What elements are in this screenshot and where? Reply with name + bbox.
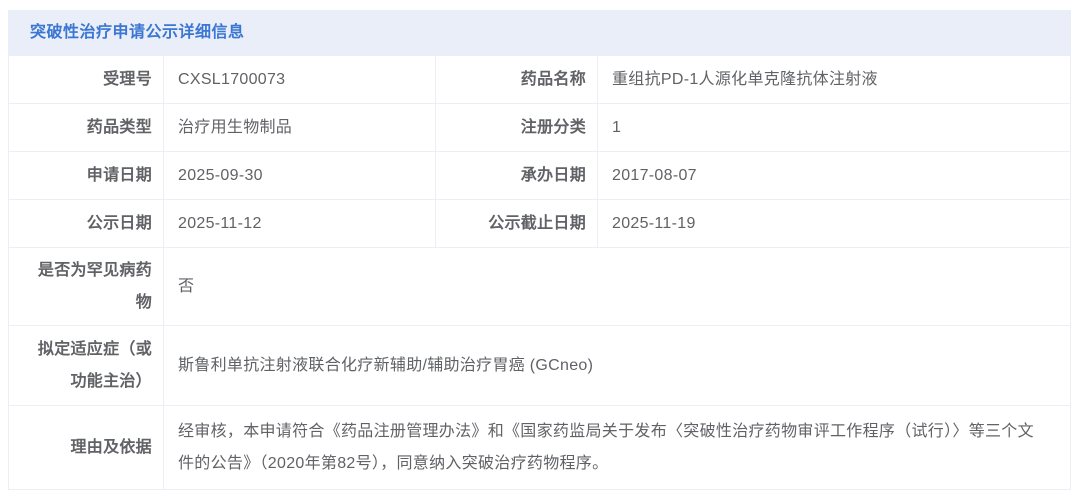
table-row: 药品类型 治疗用生物制品 注册分类 1 xyxy=(8,103,1071,152)
field-label-drug-type: 药品类型 xyxy=(8,103,164,152)
table-row: 拟定适应症（或功能主治） 斯鲁利单抗注射液联合化疗新辅助/辅助治疗胃癌 (GCn… xyxy=(8,325,1071,406)
field-label-drug-name: 药品名称 xyxy=(435,55,598,104)
field-label-publicity-date: 公示日期 xyxy=(8,199,164,248)
detail-table: 受理号 CXSL1700073 药品名称 重组抗PD-1人源化单克隆抗体注射液 … xyxy=(8,55,1071,490)
field-label-application-date: 申请日期 xyxy=(8,151,164,200)
field-label-reason-basis: 理由及依据 xyxy=(8,405,164,490)
detail-panel: 突破性治疗申请公示详细信息 受理号 CXSL1700073 药品名称 重组抗PD… xyxy=(8,10,1071,490)
field-value-undertaking-date: 2017-08-07 xyxy=(597,151,1071,200)
field-value-proposed-indication: 斯鲁利单抗注射液联合化疗新辅助/辅助治疗胃癌 (GCneo) xyxy=(163,325,1071,406)
field-value-acceptance-number: CXSL1700073 xyxy=(163,55,436,104)
field-value-registration-category: 1 xyxy=(597,103,1071,152)
field-label-proposed-indication: 拟定适应症（或功能主治） xyxy=(8,325,164,406)
field-value-application-date: 2025-09-30 xyxy=(163,151,436,200)
field-label-registration-category: 注册分类 xyxy=(435,103,598,152)
table-row: 理由及依据 经审核，本申请符合《药品注册管理办法》和《国家药监局关于发布〈突破性… xyxy=(8,405,1071,490)
field-value-drug-type: 治疗用生物制品 xyxy=(163,103,436,152)
table-row: 是否为罕见病药物 否 xyxy=(8,247,1071,326)
field-value-drug-name: 重组抗PD-1人源化单克隆抗体注射液 xyxy=(597,55,1071,104)
field-value-publicity-date: 2025-11-12 xyxy=(163,199,436,248)
field-label-acceptance-number: 受理号 xyxy=(8,55,164,104)
page-title: 突破性治疗申请公示详细信息 xyxy=(30,24,245,41)
table-row: 申请日期 2025-09-30 承办日期 2017-08-07 xyxy=(8,151,1071,200)
title-bar: 突破性治疗申请公示详细信息 xyxy=(8,10,1071,55)
field-label-undertaking-date: 承办日期 xyxy=(435,151,598,200)
field-value-reason-basis: 经审核，本申请符合《药品注册管理办法》和《国家药监局关于发布〈突破性治疗药物审评… xyxy=(163,405,1071,490)
field-value-rare-disease: 否 xyxy=(163,247,1071,326)
field-label-rare-disease: 是否为罕见病药物 xyxy=(8,247,164,326)
field-label-publicity-deadline: 公示截止日期 xyxy=(435,199,598,248)
table-row: 公示日期 2025-11-12 公示截止日期 2025-11-19 xyxy=(8,199,1071,248)
field-value-publicity-deadline: 2025-11-19 xyxy=(597,199,1071,248)
table-row: 受理号 CXSL1700073 药品名称 重组抗PD-1人源化单克隆抗体注射液 xyxy=(8,55,1071,104)
